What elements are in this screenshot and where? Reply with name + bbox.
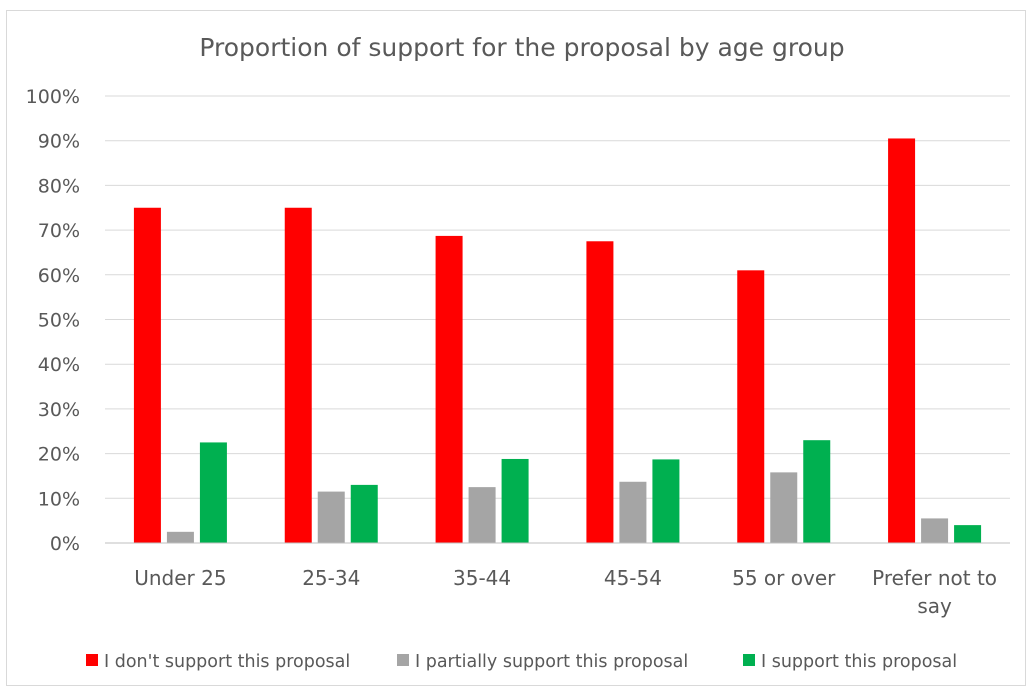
x-category-label: Prefer not to bbox=[872, 566, 997, 590]
legend-label: I don't support this proposal bbox=[104, 652, 350, 672]
x-category-label: 25-34 bbox=[302, 566, 360, 590]
bar-support bbox=[954, 525, 982, 543]
bar-not-support bbox=[284, 207, 312, 543]
bar-partial-support bbox=[619, 481, 647, 543]
x-category-label: 45-54 bbox=[604, 566, 662, 590]
bar-not-support bbox=[586, 241, 614, 543]
y-tick-label: 100% bbox=[26, 86, 80, 108]
x-category-label: 55 or over bbox=[732, 566, 836, 590]
legend-swatch bbox=[86, 654, 98, 666]
y-tick-label: 40% bbox=[38, 354, 80, 376]
y-tick-label: 80% bbox=[38, 175, 80, 197]
bar-not-support bbox=[133, 207, 161, 543]
legend: I don't support this proposal I partially… bbox=[86, 652, 957, 672]
bar-support bbox=[350, 484, 378, 543]
x-category-label: 35-44 bbox=[453, 566, 511, 590]
y-tick-label: 90% bbox=[38, 131, 80, 153]
y-axis-ticks: 0% 10% 20% 30% 40% 50% 60% 70% 80% 90% 100% bbox=[26, 86, 80, 555]
bar-support bbox=[199, 442, 227, 543]
bar-partial-support bbox=[921, 518, 949, 543]
y-tick-label: 0% bbox=[50, 533, 80, 555]
bar-support bbox=[803, 440, 831, 543]
y-tick-label: 60% bbox=[38, 265, 80, 287]
y-tick-label: 20% bbox=[38, 444, 80, 466]
y-tick-label: 50% bbox=[38, 310, 80, 332]
y-tick-label: 30% bbox=[38, 399, 80, 421]
legend-swatch bbox=[743, 654, 755, 666]
y-tick-label: 10% bbox=[38, 488, 80, 510]
gridlines bbox=[105, 95, 1010, 499]
bar-partial-support bbox=[770, 472, 798, 543]
chart-frame bbox=[6, 10, 1026, 686]
legend-label: I partially support this proposal bbox=[415, 652, 688, 672]
bar-partial-support bbox=[468, 487, 496, 543]
bar-partial-support bbox=[166, 531, 194, 543]
x-category-label: say bbox=[917, 594, 952, 618]
y-tick-label: 70% bbox=[38, 220, 80, 242]
bars bbox=[133, 138, 982, 543]
legend-label: I support this proposal bbox=[761, 652, 957, 672]
bar-not-support bbox=[737, 270, 765, 543]
legend-swatch bbox=[397, 654, 409, 666]
bar-not-support bbox=[435, 235, 463, 543]
x-axis-categories: Under 25 25-34 35-44 45-54 55 or over Prefer … bbox=[134, 566, 997, 618]
bar-support bbox=[652, 459, 680, 543]
bar-support bbox=[501, 458, 529, 543]
x-category-label: Under 25 bbox=[134, 566, 226, 590]
bar-not-support bbox=[888, 138, 916, 543]
chart-title: Proportion of support for the proposal b… bbox=[199, 33, 844, 62]
bar-partial-support bbox=[317, 491, 345, 543]
